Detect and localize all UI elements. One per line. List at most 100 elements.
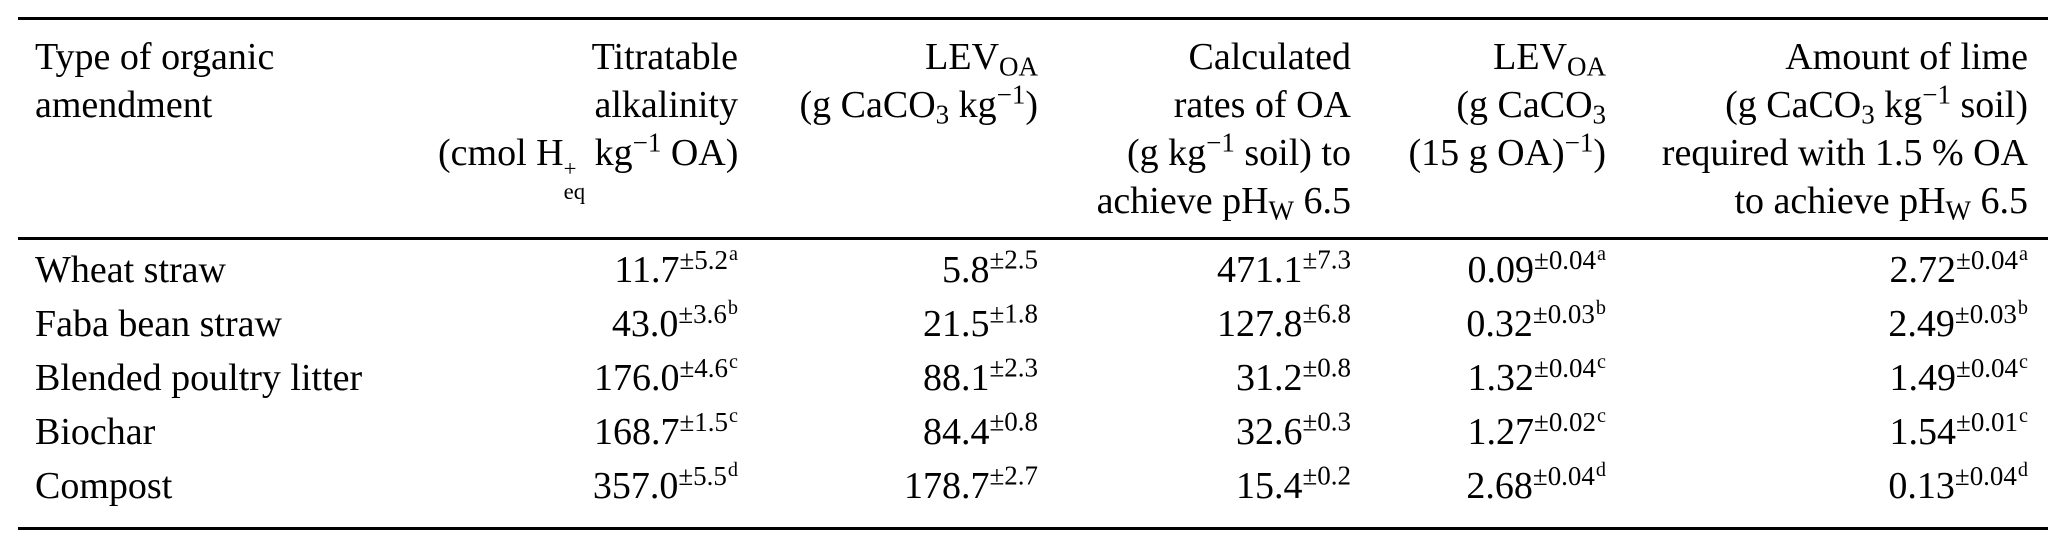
table-row: Blended poultry litter 176.0±4.6c 88.1±2.3… (18, 351, 2048, 405)
cell-lev-oa-per-kg: 178.7±2.7 (903, 460, 1038, 507)
uncertainty-superscript: ±0.04d (1954, 459, 2028, 491)
cell-lime-amount: 1.49±0.04c (1889, 351, 2028, 399)
subscript: OA (1567, 51, 1606, 82)
superscript: −1 (1206, 127, 1235, 158)
cell-titratable-alkalinity: 43.0±3.6b (611, 297, 738, 345)
header-line: achieve pHW 6.5 (1096, 180, 1351, 226)
uncertainty-superscript: ±0.03b (1532, 297, 1606, 329)
cell-amendment-type: Compost (35, 465, 173, 507)
uncertainty-superscript: ±4.6c (679, 351, 739, 383)
column-header-amendment-type: Type of organic amendment (18, 19, 438, 239)
significance-letter: b (1595, 297, 1606, 320)
subscript: OA (999, 51, 1038, 82)
cell-titratable-alkalinity: 357.0±5.5d (592, 459, 738, 507)
table-row: Wheat straw 11.7±5.2a 5.8±2.5 471.1±7.3 0.09… (18, 239, 2048, 298)
uncertainty-superscript: ±0.8 (1302, 352, 1351, 383)
header-line: to achieve pHW 6.5 (1734, 180, 2029, 226)
subscript: 3 (935, 99, 950, 130)
uncertainty-superscript: ±5.2a (679, 243, 739, 275)
superscript: −1 (996, 79, 1026, 110)
uncertainty-superscript: ±2.3 (989, 352, 1038, 383)
column-header-lev-oa-per-kg: LEVOA (g CaCO3 kg−1) (758, 19, 1058, 239)
header-line: Calculated (1188, 36, 1351, 78)
column-header-titratable-alkalinity: Titratable alkalinity (cmol H + eq kg−1 OA) (438, 19, 758, 239)
uncertainty-superscript: ±2.7 (989, 460, 1038, 491)
significance-letter: d (1595, 459, 1606, 482)
table-row: Faba bean straw 43.0±3.6b 21.5±1.8 127.8±6.… (18, 297, 2048, 351)
cell-calculated-rates: 31.2±0.8 (1235, 352, 1351, 399)
uncertainty-superscript: ±1.5c (679, 405, 739, 437)
cell-amendment-type: Wheat straw (35, 249, 226, 291)
subscript: 3 (1861, 99, 1875, 130)
header-line: required with 1.5 % OA (1661, 132, 2028, 174)
superscript: −1 (1564, 127, 1594, 158)
cell-calculated-rates: 127.8±6.8 (1216, 298, 1351, 345)
subscript: W (1268, 195, 1294, 226)
subscript: 3 (1592, 99, 1606, 130)
cell-lev-oa-per-kg: 84.4±0.8 (922, 406, 1038, 453)
significance-letter: d (727, 459, 738, 482)
uncertainty-superscript: ±0.04a (1534, 243, 1606, 275)
uncertainty-superscript: ±0.04c (1534, 351, 1606, 383)
cell-lime-amount: 1.54±0.01c (1889, 405, 2028, 453)
header-line: (15 g OA)−1) (1408, 127, 1606, 174)
header-line: (g CaCO3 kg−1 soil) (1725, 79, 2028, 130)
significance-letter: b (727, 297, 738, 320)
cell-lime-amount: 2.72±0.04a (1889, 243, 2028, 291)
superscript: −1 (1922, 79, 1951, 110)
cell-lev-oa-per-15g: 2.68±0.04d (1466, 459, 1606, 507)
header-line: Amount of lime (1785, 36, 2028, 78)
significance-letter: c (2019, 405, 2028, 428)
cell-calculated-rates: 15.4±0.2 (1235, 460, 1351, 507)
uncertainty-superscript: ±0.02c (1534, 405, 1606, 437)
significance-letter: a (729, 243, 738, 266)
uncertainty-superscript: ±0.2 (1302, 460, 1351, 491)
significance-letter: b (2017, 297, 2028, 320)
uncertainty-superscript: ±0.01c (1956, 405, 2028, 437)
uncertainty-superscript: ±5.5d (678, 459, 738, 491)
uncertainty-superscript: ±0.03b (1954, 297, 2028, 329)
table-head: Type of organic amendment Titratable alkali… (18, 19, 2048, 239)
stacked-sub-superscript: + eq (563, 156, 586, 205)
column-header-calculated-rates: Calculated rates of OA (g kg−1 soil) to ach… (1058, 19, 1371, 239)
uncertainty-superscript: ±1.8 (989, 298, 1038, 329)
uncertainty-superscript: ±0.04a (1956, 243, 2028, 275)
cell-amendment-type: Biochar (35, 411, 156, 453)
header-line: (cmol H + eq kg−1 OA) (438, 127, 739, 205)
header-line: LEVOA (925, 36, 1038, 82)
uncertainty-superscript: ±3.6b (678, 297, 738, 329)
cell-lev-oa-per-15g: 1.27±0.02c (1467, 405, 1606, 453)
column-header-lime-amount: Amount of lime (g CaCO3 kg−1 soil) require… (1626, 19, 2048, 239)
header-line: (g CaCO3 kg−1) (799, 79, 1039, 130)
cell-lev-oa-per-15g: 1.32±0.04c (1467, 351, 1606, 399)
significance-letter: c (1597, 405, 1606, 428)
header-line: amendment (35, 84, 213, 126)
significance-letter: c (729, 351, 738, 374)
header-line: LEVOA (1493, 36, 1606, 82)
superscript: −1 (632, 127, 662, 158)
header-line: Titratable (591, 36, 738, 78)
significance-letter: c (2019, 351, 2028, 374)
table-row: Biochar 168.7±1.5c 84.4±0.8 32.6±0.3 1.27±0.… (18, 405, 2048, 459)
uncertainty-superscript: ±0.04d (1532, 459, 1606, 491)
column-header-lev-oa-per-15g: LEVOA (g CaCO3 (15 g OA)−1) (1371, 19, 1626, 239)
significance-letter: d (2017, 459, 2028, 482)
significance-letter: c (1597, 351, 1606, 374)
cell-calculated-rates: 32.6±0.3 (1235, 406, 1351, 453)
cell-amendment-type: Faba bean straw (35, 303, 282, 345)
header-line: (g kg−1 soil) to (1127, 127, 1351, 174)
cell-lev-oa-per-kg: 5.8±2.5 (941, 244, 1038, 291)
uncertainty-superscript: ±0.3 (1302, 406, 1351, 437)
cell-titratable-alkalinity: 176.0±4.6c (594, 351, 739, 399)
uncertainty-superscript: ±7.3 (1302, 244, 1351, 275)
uncertainty-superscript: ±2.5 (989, 244, 1038, 275)
cell-amendment-type: Blended poultry litter (35, 357, 363, 399)
uncertainty-superscript: ±6.8 (1302, 298, 1351, 329)
cell-calculated-rates: 471.1±7.3 (1216, 244, 1351, 291)
cell-lev-oa-per-kg: 88.1±2.3 (922, 352, 1038, 399)
cell-lev-oa-per-15g: 0.32±0.03b (1466, 297, 1606, 345)
header-line: Type of organic (35, 36, 275, 78)
table-body: Wheat straw 11.7±5.2a 5.8±2.5 471.1±7.3 0.09… (18, 239, 2048, 529)
uncertainty-superscript: ±0.8 (989, 406, 1038, 437)
cell-titratable-alkalinity: 168.7±1.5c (594, 405, 739, 453)
